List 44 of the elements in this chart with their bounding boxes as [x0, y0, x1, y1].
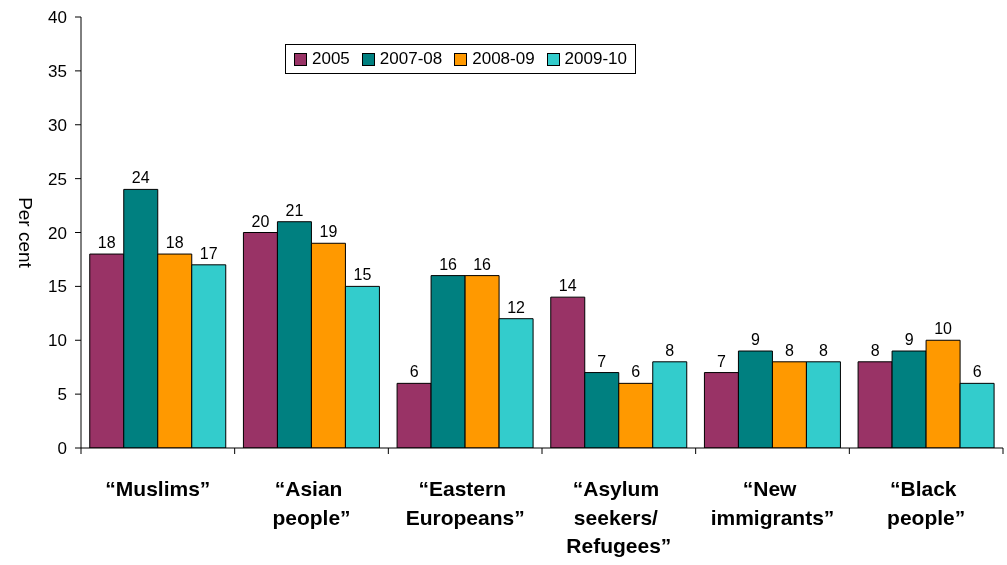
data-label: 8 [870, 341, 880, 359]
y-tick-label: 25 [48, 169, 67, 189]
x-tick-label: “Muslims” [105, 477, 211, 500]
data-label: 17 [199, 244, 218, 262]
data-label: 16 [439, 255, 458, 273]
y-axis-title: Per cent [15, 197, 37, 269]
data-label: 9 [904, 331, 914, 349]
data-label: 15 [353, 266, 372, 284]
x-tick-label: “Eastern Europeans” [405, 477, 525, 529]
data-label: 6 [972, 363, 982, 381]
y-tick-label: 20 [48, 223, 67, 243]
data-label: 8 [818, 341, 828, 359]
data-label: 14 [558, 277, 577, 295]
data-label: 18 [165, 234, 184, 252]
x-tick-label: “Asylum seekers/ Refugees” [566, 477, 672, 557]
y-tick-label: 10 [48, 331, 67, 351]
data-label: 12 [507, 298, 526, 316]
data-label: 8 [784, 341, 794, 359]
x-tick-label: “Asian people” [272, 477, 351, 529]
y-tick-label: 15 [48, 277, 67, 297]
legend-label: 2008-09 [472, 49, 535, 69]
data-label: 8 [665, 341, 675, 359]
y-tick-label: 35 [48, 61, 67, 81]
y-tick-label: 0 [57, 439, 67, 459]
y-tick-label: 30 [48, 115, 67, 135]
data-label: 18 [97, 234, 116, 252]
legend-label: 2007-08 [379, 49, 443, 69]
data-label: 9 [750, 331, 760, 349]
x-tick-label: “Black people” [887, 477, 966, 529]
data-label: 6 [409, 363, 419, 381]
legend-label: 2005 [312, 49, 350, 69]
data-label: 6 [631, 363, 641, 381]
data-label: 21 [285, 201, 304, 219]
data-label: 10 [934, 320, 953, 338]
data-label: 16 [473, 255, 492, 273]
data-label: 20 [251, 212, 270, 230]
data-label: 7 [597, 352, 607, 370]
legend-label: 2009-10 [564, 49, 627, 69]
y-tick-label: 5 [57, 385, 67, 405]
data-label: 24 [131, 169, 150, 187]
y-tick-label: 40 [48, 8, 67, 28]
x-tick-label: “New immigrants” [710, 477, 835, 529]
data-label: 19 [319, 223, 338, 241]
data-label: 7 [716, 352, 726, 370]
